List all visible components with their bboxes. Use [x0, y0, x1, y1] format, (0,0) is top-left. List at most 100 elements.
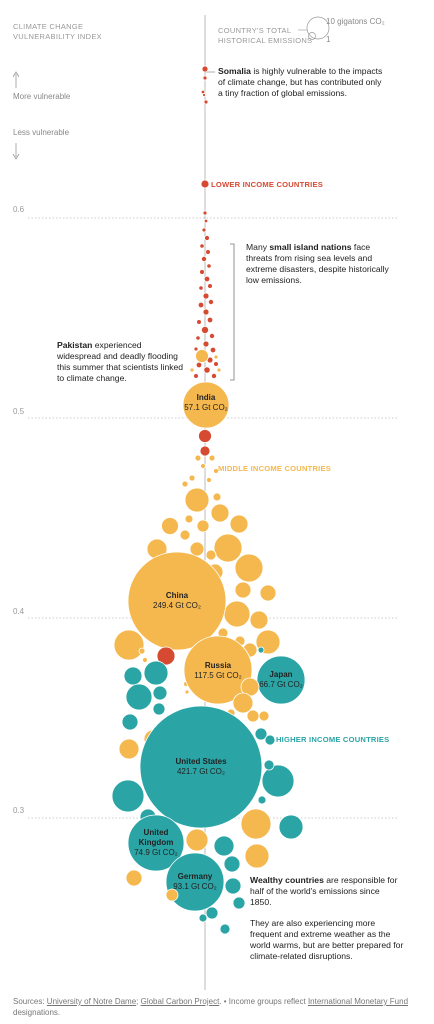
country-bubble-middle [234, 553, 264, 583]
country-bubble-middle [161, 517, 179, 535]
country-bubble-higher [125, 683, 153, 711]
island-annotation: Many small island nations face threats f… [246, 242, 396, 286]
country-bubble-higher [127, 814, 185, 872]
country-bubble-middle [213, 354, 219, 360]
country-bubble-middle [142, 657, 148, 663]
country-bubble-lower [198, 429, 212, 443]
size-legend-title-line-2: HISTORICAL EMISSIONS [218, 36, 313, 45]
country-bubble-middle [258, 710, 270, 722]
country-bubble-lower [203, 275, 211, 283]
country-bubble-lower [203, 218, 209, 224]
china-label: China 249.4 Gt CO₂ [153, 591, 201, 611]
country-bubble-lower [200, 255, 207, 262]
size-legend-large-circle [306, 16, 330, 40]
somalia-name: Somalia [218, 66, 251, 76]
up-arrow-icon [12, 71, 20, 78]
source-link-notre-dame[interactable]: University of Notre Dame [46, 997, 137, 1006]
country-bubble-middle [127, 551, 227, 651]
india-label: India 57.1 Gt CO₂ [184, 393, 228, 413]
country-bubble-lower [202, 292, 210, 300]
country-bubble-middle [113, 629, 145, 661]
country-bubble-middle [185, 828, 209, 852]
country-bubble-middle [200, 463, 206, 469]
country-bubble-lower [202, 93, 206, 97]
island-bold: small island nations [269, 242, 352, 252]
country-bubble-lower [210, 372, 217, 379]
country-bubble-middle [206, 477, 212, 483]
country-bubble-lower [202, 308, 210, 316]
country-bubble-middle [189, 541, 205, 557]
united-states-emissions: 421.7 Gt CO₂ [176, 767, 225, 776]
country-bubble-middle [244, 843, 270, 869]
more-vulnerable-label: More vulnerable [13, 92, 71, 101]
size-legend-large-label: 10 gigatons CO₂ [326, 17, 385, 26]
country-bubble-middle [212, 492, 222, 502]
country-bubble-higher [263, 759, 275, 771]
country-bubble-middle [205, 549, 217, 561]
united-states-label: United States 421.7 Gt CO₂ [175, 757, 226, 777]
russia-emissions: 117.5 Gt CO₂ [194, 671, 242, 680]
country-bubble-middle [118, 738, 140, 760]
y-tick-label: 0.6 [13, 205, 25, 214]
country-bubble-lower [202, 75, 208, 81]
japan-label: Japan 66.7 Gt CO₂ [259, 670, 303, 690]
country-bubble-higher [257, 795, 267, 805]
size-legend-title-line-1: COUNTRY'S TOTAL [218, 26, 292, 35]
china-emissions: 249.4 Gt CO₂ [152, 601, 202, 610]
country-bubble-lower [202, 340, 210, 348]
country-bubble-lower [198, 285, 204, 291]
imf-link[interactable]: International Monetary Fund [307, 997, 409, 1006]
country-bubble-middle [259, 584, 277, 602]
sources-prefix: Sources: [13, 997, 47, 1006]
country-bubble-lower [199, 243, 205, 249]
country-bubble-lower [195, 361, 203, 369]
united-states-name: United States [175, 757, 227, 766]
country-bubble-middle [195, 349, 209, 363]
somalia-text: is highly vulnerable to the impacts of c… [218, 66, 383, 98]
country-bubble-middle [210, 503, 230, 523]
country-bubble-higher [165, 852, 225, 912]
country-bubble-middle [138, 647, 146, 655]
country-bubble-higher [205, 906, 219, 920]
country-bubble-higher [143, 660, 169, 686]
pakistan-text: experienced widespread and deadly floodi… [57, 340, 184, 383]
country-bubble-middle [165, 888, 179, 902]
country-bubble-higher [256, 655, 306, 705]
country-bubble-higher [223, 855, 241, 873]
country-bubble-middle [182, 381, 230, 429]
y-tick-label: 0.3 [13, 806, 25, 815]
country-bubble-higher [257, 646, 265, 654]
country-bubble-higher [219, 923, 231, 935]
country-bubble-lower [207, 283, 213, 289]
country-bubble-lower [208, 332, 215, 339]
country-bubble-middle [196, 519, 210, 533]
germany-name: Germany [177, 872, 213, 881]
country-bubble-middle [184, 487, 210, 513]
country-bubble-middle [246, 709, 260, 723]
sources-separator: ; [136, 997, 141, 1006]
country-bubble-middle [179, 529, 191, 541]
country-bubble-middle [240, 808, 272, 840]
japan-name: Japan [269, 670, 293, 679]
country-bubble-middle [181, 480, 189, 488]
island-bracket [230, 243, 235, 381]
country-bubble-higher [152, 685, 168, 701]
source-link-global-carbon-project[interactable]: Global Carbon Project [140, 997, 220, 1006]
country-bubble-middle [188, 474, 196, 482]
country-bubble-lower [197, 301, 205, 309]
country-bubble-lower [196, 319, 202, 325]
y-axis-title-line-1: CLIMATE CHANGE [13, 22, 84, 31]
country-bubble-middle [213, 468, 219, 474]
country-bubble-lower [213, 361, 219, 367]
less-vulnerable-label: Less vulnerable [13, 128, 70, 137]
country-bubble-higher [198, 913, 208, 923]
y-tick-label: 0.4 [13, 607, 25, 616]
country-bubble-lower [156, 646, 176, 666]
down-arrow-icon [12, 153, 20, 160]
country-bubble-lower [201, 227, 207, 233]
country-bubble-middle [183, 635, 253, 705]
country-bubble-higher [123, 666, 143, 686]
country-bubble-middle [125, 869, 143, 887]
higher-income-label: HIGHER INCOME COUNTRIES [276, 735, 390, 744]
size-legend-small-label: 1 [326, 35, 331, 44]
